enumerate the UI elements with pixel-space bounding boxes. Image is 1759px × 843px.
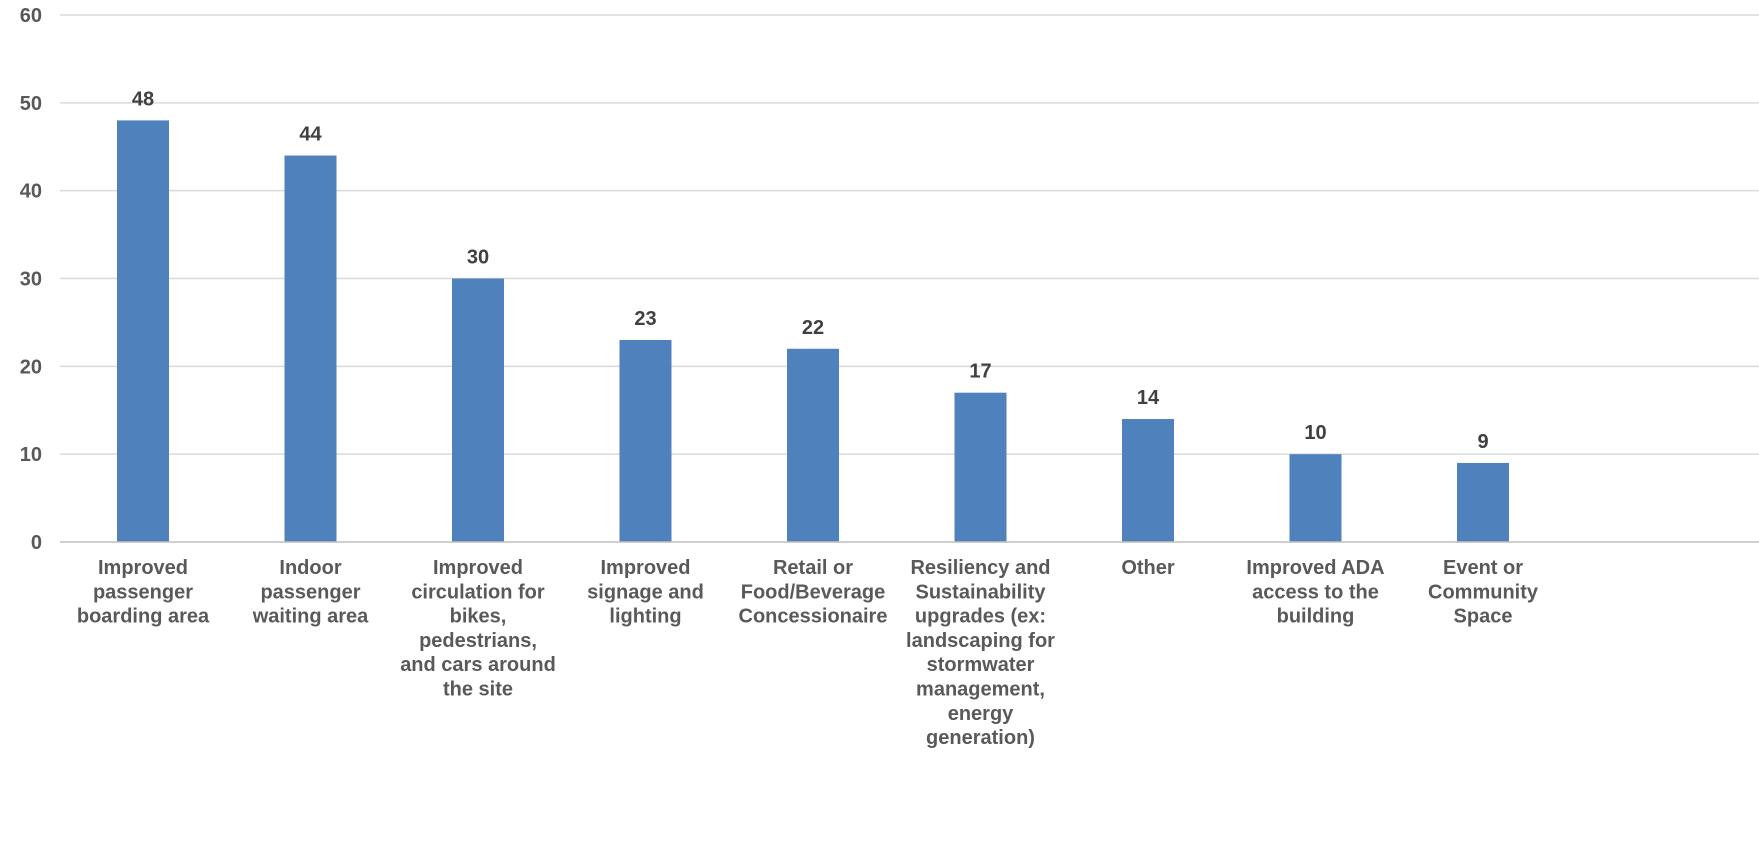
x-tick-label-line: Resiliency and	[910, 557, 1050, 579]
x-tick-label: Resiliency and Sustainability upgrades (ex…	[906, 557, 1055, 749]
bar	[1457, 462, 1509, 542]
x-tick-label-line: Space	[1454, 606, 1513, 628]
x-tick-label-line: and cars around	[400, 654, 556, 676]
x-tick-label-line: signage and	[587, 581, 704, 603]
x-tick-label-line: lighting	[609, 606, 681, 628]
data-label: 17	[969, 361, 991, 383]
x-tick-label: Improved signage and lighting	[587, 557, 704, 628]
x-tick-label: Other	[1121, 557, 1175, 579]
x-tick-label-line: landscaping for	[906, 630, 1055, 652]
x-tick-label: Improved circulation for bikes, pedestrians…	[400, 557, 556, 701]
data-label: 14	[1137, 387, 1160, 409]
x-tick-label: Retail or Food/Beverage Concessionaire	[739, 557, 888, 628]
x-tick-label-line: Improved	[98, 557, 188, 579]
x-tick-label-line: Improved ADA	[1246, 557, 1384, 579]
bar	[452, 278, 504, 542]
x-tick-label-line: Community	[1428, 581, 1539, 603]
bar	[1122, 419, 1174, 542]
x-tick-label-line: Food/Beverage	[741, 581, 885, 603]
x-tick-label-line: energy	[948, 703, 1014, 725]
data-labels: 48 44 30 23 22 17 14 10 9	[132, 88, 1489, 453]
x-tick-label-line: Other	[1121, 557, 1175, 579]
x-tick-label-line: Improved	[433, 557, 523, 579]
x-tick-label-line: Concessionaire	[739, 606, 888, 628]
data-label: 48	[132, 88, 154, 110]
data-label: 23	[634, 308, 656, 330]
gridlines	[60, 14, 1759, 455]
data-label: 22	[802, 317, 824, 339]
x-tick-label-line: Sustainability	[915, 581, 1046, 603]
bar	[117, 120, 169, 543]
x-tick-label-line: access to the	[1252, 581, 1379, 603]
x-tick-label-line: Event or	[1443, 557, 1523, 579]
x-tick-label-line: Indoor	[279, 557, 341, 579]
x-tick-label: Indoor passenger waiting area	[252, 557, 369, 628]
bars	[117, 120, 1509, 543]
x-tick-label-line: Improved	[600, 557, 690, 579]
x-tick-label-line: passenger	[260, 581, 360, 603]
x-tick-label-line: circulation for	[411, 581, 545, 603]
y-tick-label: 40	[20, 181, 42, 203]
bar	[787, 348, 839, 542]
x-tick-label-line: stormwater	[927, 654, 1035, 676]
x-tick-label-line: bikes,	[450, 606, 507, 628]
y-tick-label: 10	[20, 444, 42, 466]
x-tick-label-line: Retail or	[773, 557, 853, 579]
x-tick-label-line: boarding area	[77, 606, 210, 628]
y-tick-label: 50	[20, 93, 42, 115]
bar	[619, 339, 672, 542]
bar	[1289, 454, 1342, 542]
y-tick-label: 30	[20, 269, 42, 291]
y-tick-label: 0	[31, 532, 42, 554]
data-label: 30	[467, 247, 489, 269]
y-tick-label: 20	[20, 356, 42, 378]
y-axis-tick-labels: 0 10 20 30 40 50 60	[20, 5, 42, 554]
x-tick-label-line: building	[1277, 606, 1355, 628]
x-tick-label: Improved ADA access to the building	[1246, 557, 1384, 628]
x-tick-label-line: waiting area	[252, 606, 369, 628]
bar	[954, 392, 1007, 542]
x-tick-label-line: management,	[916, 679, 1045, 701]
bar	[284, 155, 337, 543]
x-tick-label: Improved passenger boarding area	[77, 557, 210, 628]
x-tick-label-line: pedestrians,	[419, 630, 537, 652]
data-label: 9	[1477, 431, 1488, 453]
data-label: 44	[299, 124, 322, 146]
x-tick-label-line: passenger	[93, 581, 193, 603]
x-tick-label-line: the site	[443, 679, 513, 701]
y-tick-label: 60	[20, 5, 42, 27]
x-tick-label-line: generation)	[926, 727, 1035, 749]
data-label: 10	[1304, 422, 1326, 444]
x-tick-label: Event or Community Space	[1428, 557, 1539, 628]
x-tick-label-line: upgrades (ex:	[915, 606, 1046, 628]
